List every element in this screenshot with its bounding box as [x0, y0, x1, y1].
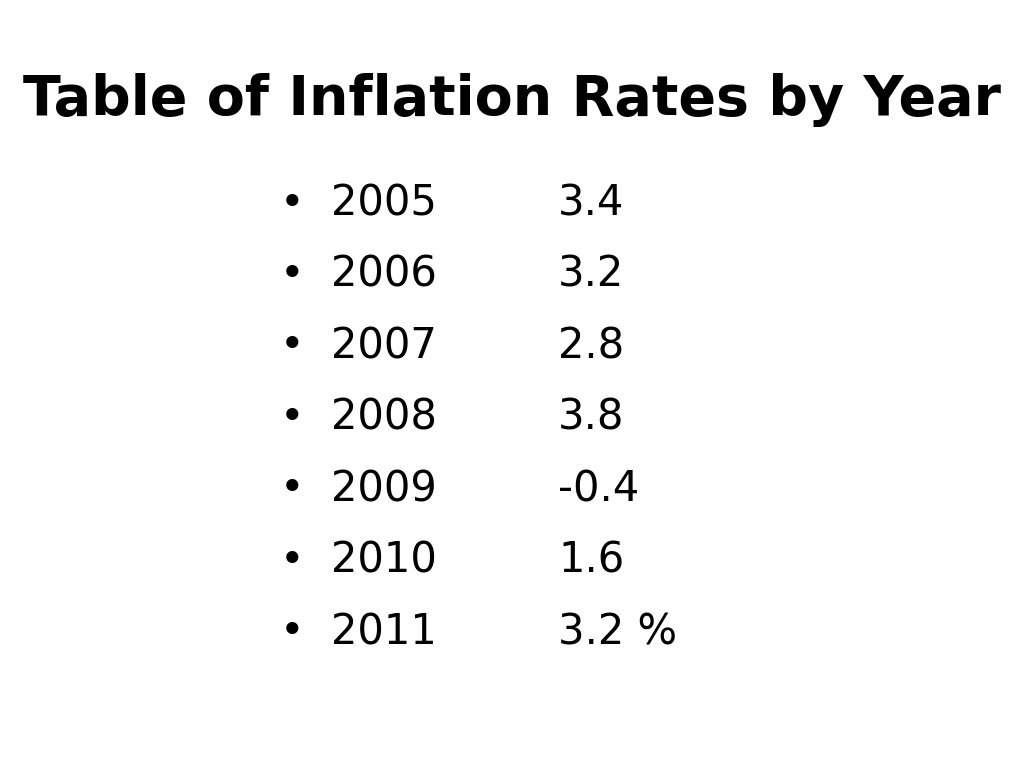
- Text: •: •: [280, 540, 304, 581]
- Text: 2011: 2011: [331, 611, 437, 653]
- Text: •: •: [280, 468, 304, 510]
- Text: •: •: [280, 397, 304, 439]
- Text: •: •: [280, 611, 304, 653]
- Text: 2009: 2009: [331, 468, 437, 510]
- Text: 2007: 2007: [331, 326, 437, 367]
- Text: 2005: 2005: [331, 183, 437, 224]
- Text: •: •: [280, 254, 304, 296]
- Text: •: •: [280, 326, 304, 367]
- Text: 3.2: 3.2: [558, 254, 625, 296]
- Text: 2006: 2006: [331, 254, 437, 296]
- Text: 2010: 2010: [331, 540, 437, 581]
- Text: Table of Inflation Rates by Year: Table of Inflation Rates by Year: [23, 73, 1001, 127]
- Text: 3.8: 3.8: [558, 397, 625, 439]
- Text: 3.4: 3.4: [558, 183, 625, 224]
- Text: 2.8: 2.8: [558, 326, 625, 367]
- Text: 1.6: 1.6: [558, 540, 625, 581]
- Text: 2008: 2008: [331, 397, 437, 439]
- Text: -0.4: -0.4: [558, 468, 639, 510]
- Text: •: •: [280, 183, 304, 224]
- Text: 3.2 %: 3.2 %: [558, 611, 677, 653]
